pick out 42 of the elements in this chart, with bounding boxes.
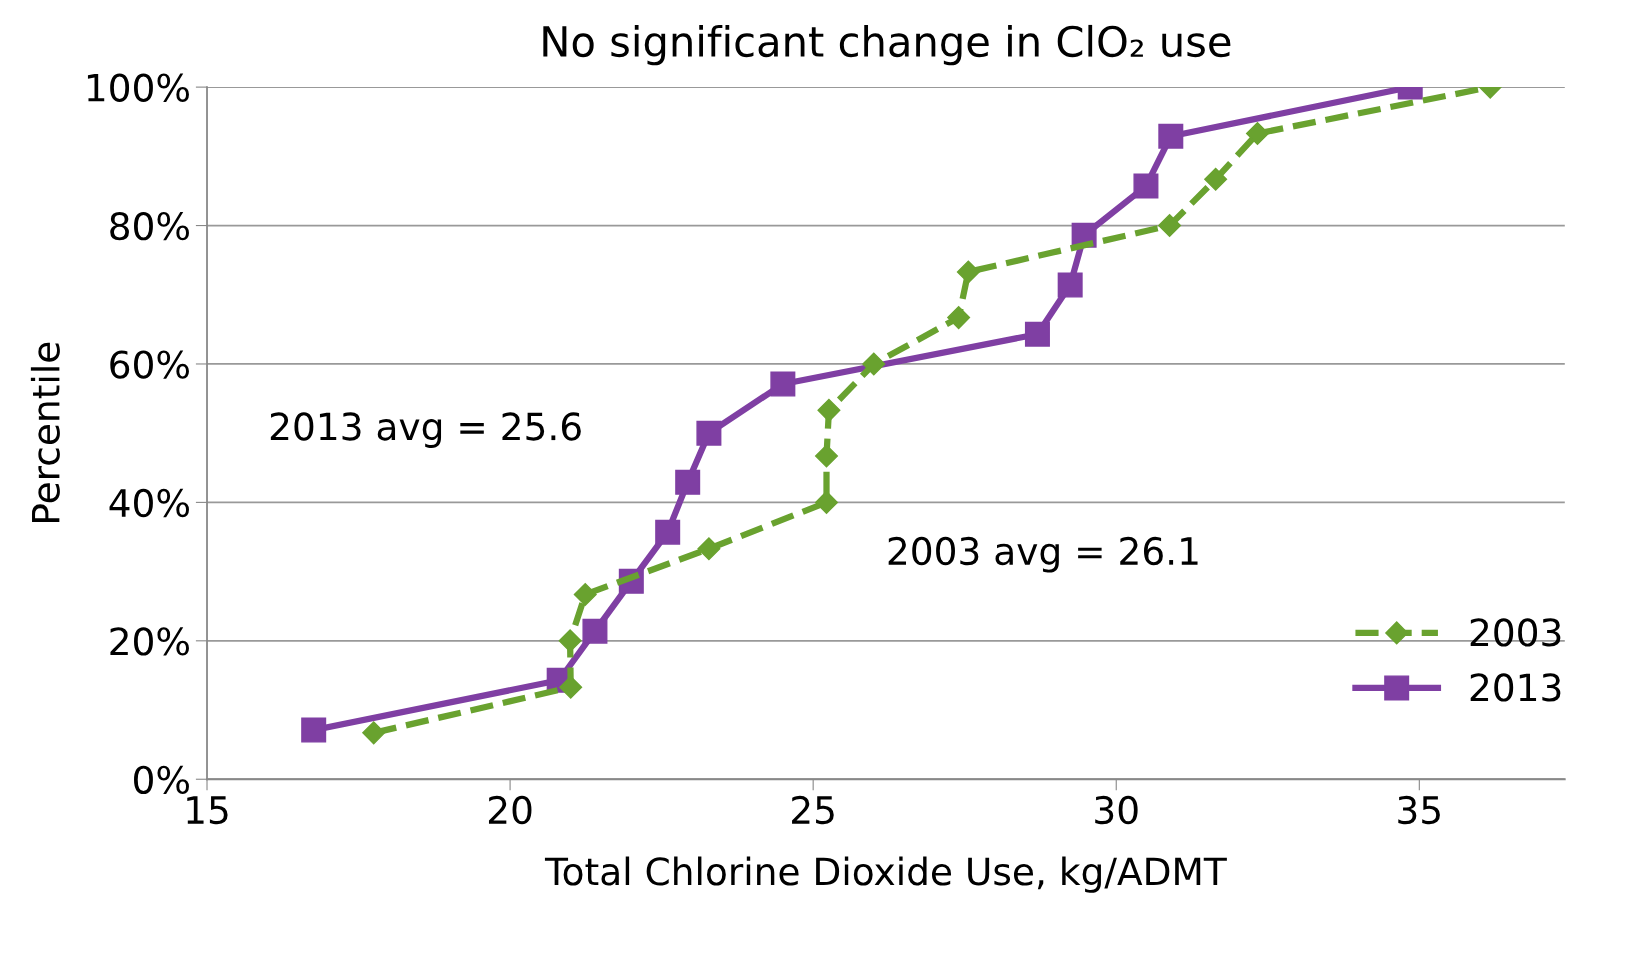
point bbox=[956, 260, 980, 284]
point bbox=[573, 582, 597, 606]
point bbox=[655, 519, 681, 545]
y-tick-label: 20% bbox=[110, 627, 189, 656]
point bbox=[770, 371, 796, 397]
point bbox=[558, 629, 582, 653]
x-tick-label: 25 bbox=[792, 795, 834, 825]
point bbox=[1158, 214, 1182, 238]
x-tick-label: 35 bbox=[1398, 795, 1440, 825]
x-tick-label: 15 bbox=[187, 796, 228, 825]
y-tick-label: 0% bbox=[134, 765, 189, 795]
annotation: 2003 avg = 26.1 bbox=[888, 536, 1198, 573]
point bbox=[815, 490, 838, 514]
point bbox=[697, 537, 721, 561]
point bbox=[301, 717, 327, 743]
point bbox=[559, 675, 583, 699]
x-axis-title: Total Chlorine Dioxide Use, kg/ADMT bbox=[544, 856, 1227, 893]
legend-label: 2003 bbox=[1470, 618, 1561, 647]
point bbox=[1057, 272, 1083, 298]
annotation: 2013 avg = 25.6 bbox=[270, 412, 581, 448]
point bbox=[1133, 173, 1159, 199]
y-tick-label: 100% bbox=[87, 73, 189, 102]
x-tick-label: 20 bbox=[488, 795, 532, 825]
point bbox=[1158, 123, 1184, 149]
y-axis-title: Percentile bbox=[30, 342, 60, 522]
chart-title: No significant change in ClO₂ use bbox=[543, 24, 1231, 66]
legend-label: 2013 bbox=[1470, 673, 1561, 702]
point bbox=[1245, 121, 1269, 145]
y-tick-label: 80% bbox=[110, 211, 189, 241]
point bbox=[362, 721, 386, 745]
point bbox=[862, 352, 886, 376]
point bbox=[696, 420, 722, 446]
x-tick-label: 30 bbox=[1095, 795, 1138, 825]
y-tick-label: 40% bbox=[109, 488, 189, 518]
point bbox=[675, 469, 701, 495]
point bbox=[1204, 167, 1228, 191]
y-tick-label: 60% bbox=[110, 350, 189, 379]
point bbox=[815, 444, 838, 468]
point bbox=[817, 398, 841, 422]
point bbox=[582, 618, 608, 644]
point bbox=[1024, 321, 1050, 347]
point bbox=[947, 306, 971, 330]
